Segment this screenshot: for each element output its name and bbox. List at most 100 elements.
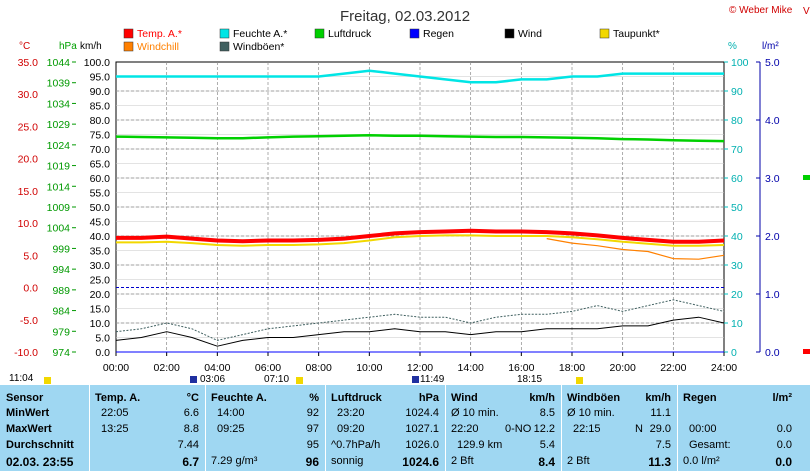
wind-tick-label: 75.0 — [90, 130, 111, 142]
edge-label: V — [803, 6, 810, 17]
wind-tick-label: 35.0 — [90, 246, 111, 258]
hum-tick-label: 50 — [731, 202, 743, 214]
gust-avg10-label: Ø 10 min. — [567, 407, 615, 419]
hum-min-time: 14:00 — [217, 407, 245, 419]
wind-unit: km/h — [529, 392, 555, 404]
wind-max-time: 22:20 — [451, 423, 479, 435]
press-trend: ^0.7hPa/h — [331, 439, 381, 451]
temp-tick-label: -5.0 — [20, 315, 38, 327]
legend-swatch — [123, 41, 134, 52]
press-tick-label: 1009 — [47, 202, 71, 214]
max-label: MaxWert — [6, 423, 52, 435]
rain-current-label: 0.0 l/m² — [683, 455, 720, 467]
hum-tick-label: 40 — [731, 231, 743, 243]
legend-label: Luftdruck — [328, 28, 372, 40]
legend-label: Regen — [423, 28, 454, 40]
press-tick-label: 1019 — [47, 161, 71, 173]
rain-current-value: 0.0 — [775, 455, 792, 469]
temp-unit: °C — [186, 392, 199, 404]
wind-tick-label: 55.0 — [90, 188, 111, 200]
wind-avg10-value: 8.5 — [539, 407, 555, 419]
current-datetime: 02.03. 23:55 — [6, 455, 74, 469]
rain-total-value: 0.0 — [776, 439, 792, 451]
wind-tick-label: 45.0 — [90, 217, 111, 229]
time-tick-label: 06:00 — [255, 362, 281, 374]
rain-tick-label: 2.0 — [765, 231, 780, 243]
press-tick-label: 984 — [52, 306, 70, 318]
wind-column: Wind km/h Ø 10 min. 8.5 22:20 0-NO 12.2 129.… — [445, 385, 561, 471]
wind-tick-label: 40.0 — [90, 231, 111, 243]
press-tick-label: 999 — [52, 243, 70, 255]
chart-title: Freitag, 02.03.2012 — [340, 8, 470, 25]
series-windb-en — [115, 299, 725, 341]
temp-tick-label: -10.0 — [14, 347, 38, 359]
sun-moon-icon — [576, 377, 583, 384]
press-header: Luftdruck — [331, 392, 382, 404]
press-min-time: 23:20 — [337, 407, 365, 419]
axis-unit-label: hPa — [59, 41, 77, 52]
press-tick-label: 989 — [52, 285, 70, 297]
axis-unit-label: l/m² — [762, 41, 779, 52]
legend-swatch — [314, 28, 325, 39]
avg-label: Durchschnitt — [6, 439, 74, 451]
plot-area — [115, 69, 725, 353]
series-luftdruck — [115, 134, 725, 143]
time-tick-label: 00:00 — [103, 362, 129, 374]
legend-swatch — [504, 28, 515, 39]
hum-tick-label: 30 — [731, 260, 743, 272]
press-tick-label: 979 — [52, 326, 70, 338]
wind-avg-value: 5.4 — [539, 439, 555, 451]
edge-marker — [803, 175, 810, 180]
gust-max-value: 29.0 — [649, 423, 671, 435]
hum-current-value: 96 — [305, 455, 319, 469]
hum-tick-label: 100 — [731, 57, 749, 69]
hum-header: Feuchte A. — [211, 392, 267, 404]
legend-label: Windböen* — [233, 41, 284, 53]
time-tick-label: 18:00 — [559, 362, 585, 374]
wind-tick-label: 85.0 — [90, 101, 111, 113]
press-tick-label: 994 — [52, 264, 70, 276]
gust-current-value: 11.3 — [648, 455, 671, 469]
hum-min-value: 92 — [306, 407, 319, 419]
gust-max-time: 22:15 — [573, 423, 601, 435]
legend-swatch — [219, 41, 230, 52]
wind-tick-label: 60.0 — [90, 173, 111, 185]
press-min-value: 1024.4 — [405, 407, 439, 419]
series-windchill — [546, 238, 725, 260]
axis-unit-label: °C — [19, 41, 30, 52]
series-wind — [115, 316, 725, 347]
axis-unit-label: km/h — [80, 41, 102, 52]
press-tick-label: 1014 — [47, 181, 71, 193]
gust-header: Windböen — [567, 392, 621, 404]
chart-legend: Temp. A.* Feuchte A.* Luftdruck Regen Wind Ta… — [123, 28, 660, 53]
wind-max-value: 12.2 — [533, 423, 555, 435]
gust-avg-value: 7.5 — [655, 439, 671, 451]
sun-moon-time: 11:04 — [9, 373, 34, 384]
time-tick-label: 16:00 — [508, 362, 534, 374]
rain-column: Regen l/m² 00:00 0.0 Gesamt: 0.0 0.0 l/m² 0.… — [677, 385, 810, 471]
temp-tick-label: 30.0 — [18, 89, 39, 101]
time-tick-label: 24:00 — [711, 362, 737, 374]
wind-beaufort: 2 Bft — [451, 455, 474, 467]
press-tick-label: 974 — [52, 347, 70, 359]
time-tick-label: 02:00 — [154, 362, 180, 374]
temp-min-time: 22:05 — [101, 407, 129, 419]
gust-max-direction: N — [635, 423, 643, 435]
wind-tick-label: 50.0 — [90, 202, 111, 214]
pressure-column: Luftdruck hPa 23:20 1024.4 09:20 1027.1 ^0.… — [325, 385, 445, 471]
legend-label: Taupunkt* — [613, 28, 660, 40]
hum-tick-label: 70 — [731, 144, 743, 156]
temp-tick-label: 5.0 — [23, 250, 38, 262]
legend-label: Wind — [518, 28, 542, 40]
rain-tick-label: 4.0 — [765, 115, 780, 127]
rain-max-time: 00:00 — [689, 423, 717, 435]
temp-header: Temp. A. — [95, 392, 141, 404]
time-tick-label: 14:00 — [458, 362, 484, 374]
press-tick-label: 1039 — [47, 78, 71, 90]
time-tick-label: 22:00 — [660, 362, 686, 374]
wind-tick-label: 70.0 — [90, 144, 111, 156]
hum-avg-value: 95 — [306, 439, 319, 451]
hum-tick-label: 10 — [731, 318, 743, 330]
temp-column: Temp. A. °C 22:05 6.6 13:25 8.8 7.44 6.7 — [89, 385, 205, 471]
temp-max-value: 8.8 — [183, 423, 199, 435]
